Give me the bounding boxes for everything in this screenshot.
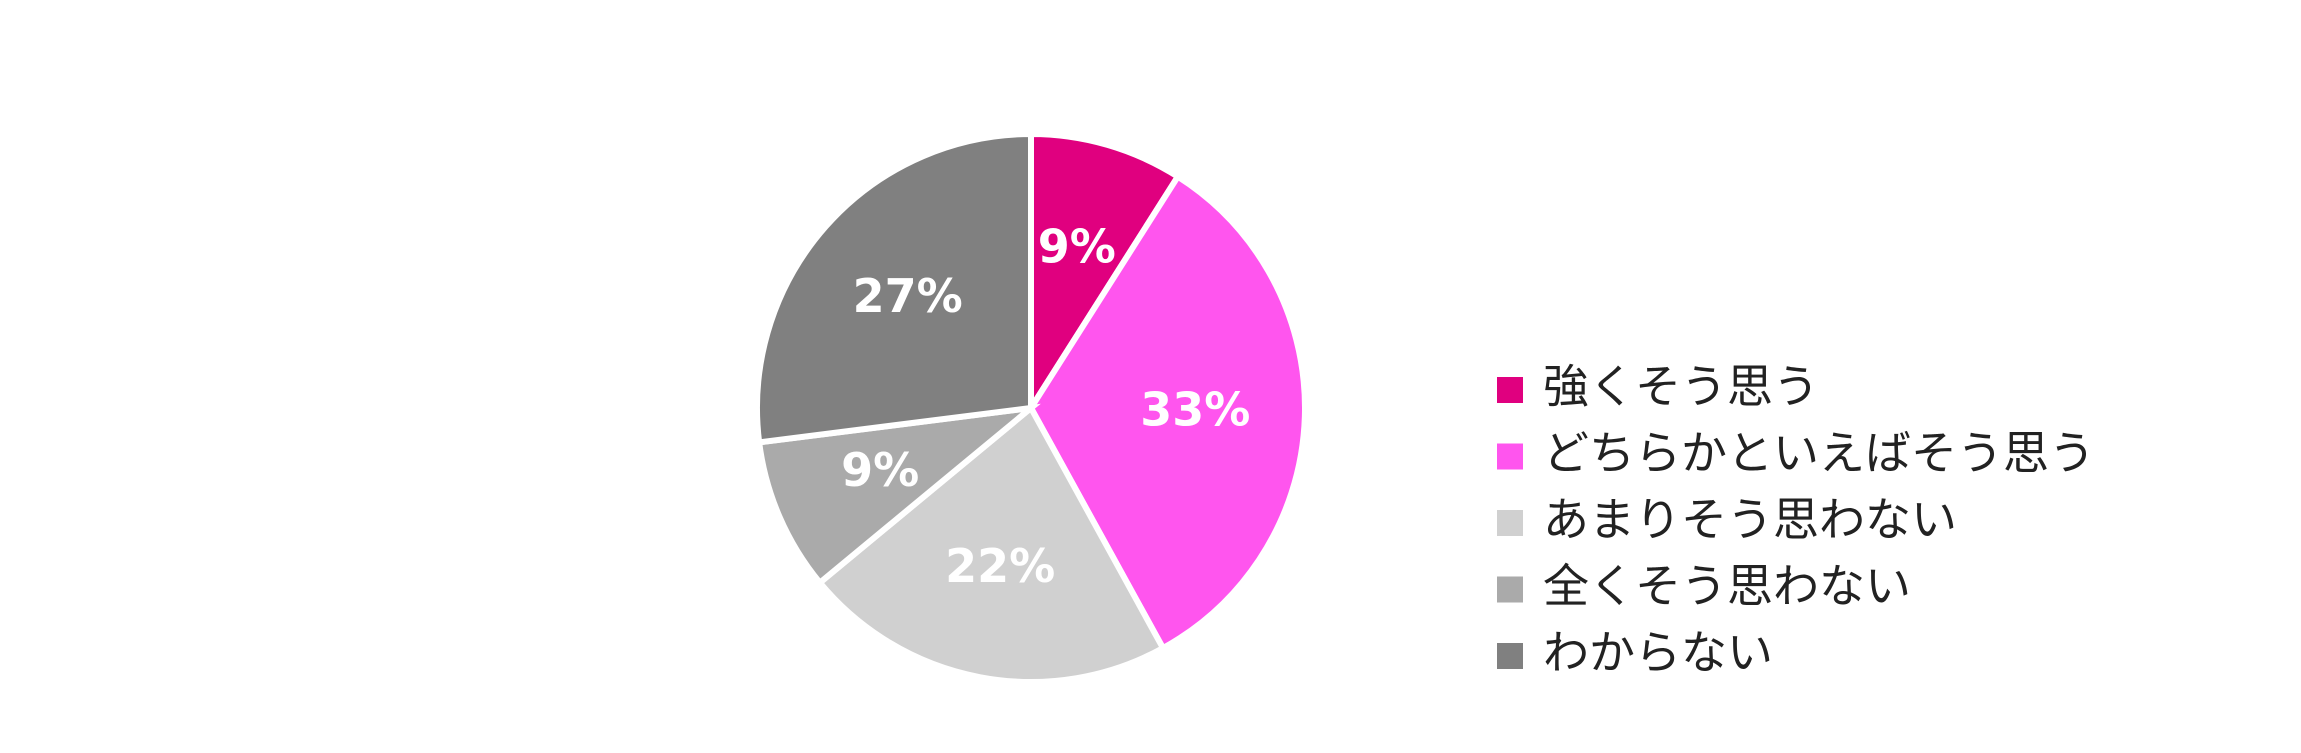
slice-label: 27% xyxy=(853,269,963,323)
legend-swatch xyxy=(1497,377,1523,403)
pie-slice xyxy=(1028,130,1182,419)
legend-label: あまりそう思わない xyxy=(1543,493,1957,547)
legend-swatch xyxy=(1497,443,1523,470)
pie-slice xyxy=(815,403,1168,685)
legend-label: どちらかといえばそう思う xyxy=(1543,426,2095,480)
slice-label: 22% xyxy=(945,539,1055,593)
legend-label: 強くそう思う xyxy=(1543,360,1819,414)
slice-label: 9% xyxy=(841,443,919,497)
slice-label: 9% xyxy=(1038,220,1116,274)
pie-slice xyxy=(754,130,1034,446)
slice-label: 33% xyxy=(1140,383,1250,437)
legend-label: 全くそう思わない xyxy=(1543,559,1911,613)
legend-swatch xyxy=(1497,576,1523,603)
legend-swatch xyxy=(1497,643,1523,669)
pie-slice xyxy=(755,403,1041,587)
legend-swatch xyxy=(1497,510,1523,536)
legend-label: わからない xyxy=(1543,626,1773,680)
